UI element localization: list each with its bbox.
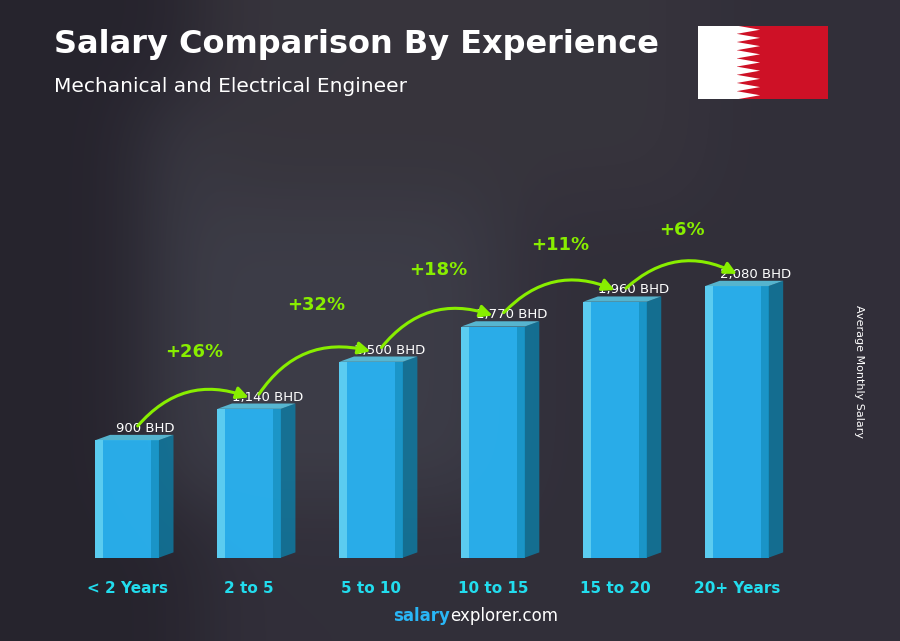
Bar xyxy=(95,440,104,558)
Bar xyxy=(339,362,402,558)
Text: 2 to 5: 2 to 5 xyxy=(224,581,274,595)
Bar xyxy=(705,286,769,558)
Polygon shape xyxy=(646,296,662,558)
Polygon shape xyxy=(736,75,760,83)
Text: 900 BHD: 900 BHD xyxy=(116,422,175,435)
Bar xyxy=(518,326,525,558)
Polygon shape xyxy=(525,321,539,558)
Polygon shape xyxy=(462,321,539,326)
Polygon shape xyxy=(769,281,783,558)
Text: +11%: +11% xyxy=(531,237,590,254)
Bar xyxy=(95,440,159,558)
Text: 20+ Years: 20+ Years xyxy=(694,581,780,595)
Bar xyxy=(218,409,225,558)
Text: 1,140 BHD: 1,140 BHD xyxy=(232,390,303,404)
Text: +26%: +26% xyxy=(166,344,223,362)
Text: 10 to 15: 10 to 15 xyxy=(458,581,528,595)
Bar xyxy=(462,326,469,558)
Polygon shape xyxy=(736,58,760,67)
Text: +32%: +32% xyxy=(287,296,346,314)
Polygon shape xyxy=(402,356,418,558)
Text: 1,770 BHD: 1,770 BHD xyxy=(475,308,547,321)
Bar xyxy=(760,286,769,558)
Polygon shape xyxy=(736,26,760,34)
Polygon shape xyxy=(736,91,760,99)
Text: 2,080 BHD: 2,080 BHD xyxy=(720,268,791,281)
Bar xyxy=(274,409,281,558)
Polygon shape xyxy=(281,404,295,558)
Text: +6%: +6% xyxy=(659,221,705,238)
Bar xyxy=(151,440,159,558)
Text: explorer.com: explorer.com xyxy=(450,607,558,625)
Bar xyxy=(736,26,828,99)
Text: < 2 Years: < 2 Years xyxy=(86,581,167,595)
Bar xyxy=(583,302,646,558)
Polygon shape xyxy=(736,83,760,91)
Bar xyxy=(639,302,646,558)
Polygon shape xyxy=(218,404,295,409)
Polygon shape xyxy=(736,34,760,42)
Text: 1,960 BHD: 1,960 BHD xyxy=(598,283,669,296)
Bar xyxy=(583,302,590,558)
Polygon shape xyxy=(583,296,662,302)
Polygon shape xyxy=(736,42,760,50)
Text: 1,500 BHD: 1,500 BHD xyxy=(354,344,425,356)
Polygon shape xyxy=(705,281,783,286)
Bar xyxy=(705,286,713,558)
Text: salary: salary xyxy=(393,607,450,625)
Polygon shape xyxy=(736,67,760,75)
Bar xyxy=(218,409,281,558)
Polygon shape xyxy=(736,50,760,58)
Bar xyxy=(339,362,346,558)
Polygon shape xyxy=(159,435,174,558)
Bar xyxy=(395,362,402,558)
Bar xyxy=(698,26,736,99)
Polygon shape xyxy=(339,356,418,362)
Text: Average Monthly Salary: Average Monthly Salary xyxy=(854,305,865,438)
Text: 5 to 10: 5 to 10 xyxy=(341,581,401,595)
Text: Mechanical and Electrical Engineer: Mechanical and Electrical Engineer xyxy=(54,77,407,96)
Bar xyxy=(462,326,525,558)
Text: Salary Comparison By Experience: Salary Comparison By Experience xyxy=(54,29,659,60)
Text: 15 to 20: 15 to 20 xyxy=(580,581,651,595)
Polygon shape xyxy=(95,435,174,440)
Text: +18%: +18% xyxy=(409,261,467,279)
